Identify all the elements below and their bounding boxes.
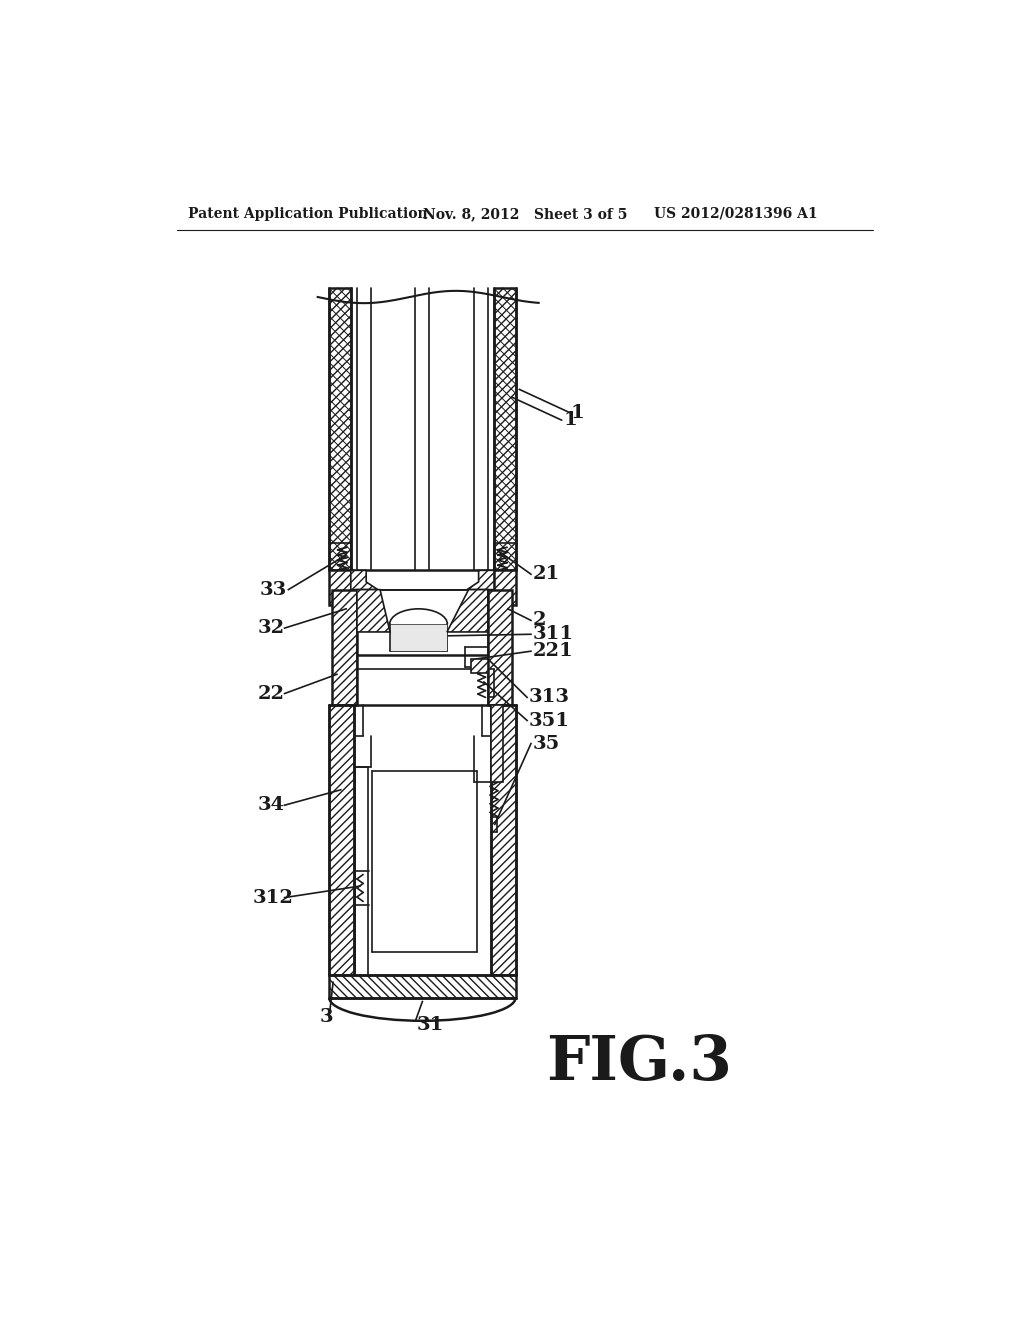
Text: 22: 22 bbox=[258, 685, 285, 702]
Text: 221: 221 bbox=[532, 643, 573, 660]
Bar bbox=[330, 974, 515, 998]
Text: 33: 33 bbox=[260, 581, 287, 598]
Polygon shape bbox=[390, 624, 447, 651]
Text: 1: 1 bbox=[571, 404, 585, 421]
Text: Patent Application Publication: Patent Application Publication bbox=[188, 207, 428, 220]
Text: 1: 1 bbox=[563, 412, 578, 429]
Text: Nov. 8, 2012   Sheet 3 of 5: Nov. 8, 2012 Sheet 3 of 5 bbox=[423, 207, 628, 220]
Text: 35: 35 bbox=[532, 735, 560, 752]
Polygon shape bbox=[351, 570, 378, 590]
Bar bbox=[490, 705, 503, 781]
Text: 3: 3 bbox=[319, 1008, 333, 1026]
Text: 32: 32 bbox=[258, 619, 285, 638]
Text: 31: 31 bbox=[417, 1015, 444, 1034]
Polygon shape bbox=[357, 590, 390, 632]
Text: 351: 351 bbox=[528, 711, 569, 730]
Bar bbox=[330, 570, 351, 605]
Text: FIG.3: FIG.3 bbox=[546, 1034, 732, 1093]
Text: 311: 311 bbox=[532, 626, 573, 643]
Text: 2: 2 bbox=[532, 611, 546, 630]
Text: 313: 313 bbox=[528, 689, 569, 706]
Polygon shape bbox=[447, 590, 487, 632]
Bar bbox=[330, 705, 354, 974]
Bar bbox=[471, 659, 487, 673]
Bar bbox=[487, 590, 512, 705]
Text: 34: 34 bbox=[258, 796, 285, 814]
Bar bbox=[494, 288, 515, 570]
Text: US 2012/0281396 A1: US 2012/0281396 A1 bbox=[654, 207, 818, 220]
Polygon shape bbox=[467, 570, 494, 590]
Bar bbox=[490, 705, 515, 974]
Text: 21: 21 bbox=[532, 565, 560, 583]
Bar bbox=[330, 288, 351, 570]
Bar bbox=[494, 570, 515, 605]
Bar bbox=[333, 590, 357, 705]
Text: 312: 312 bbox=[252, 888, 293, 907]
